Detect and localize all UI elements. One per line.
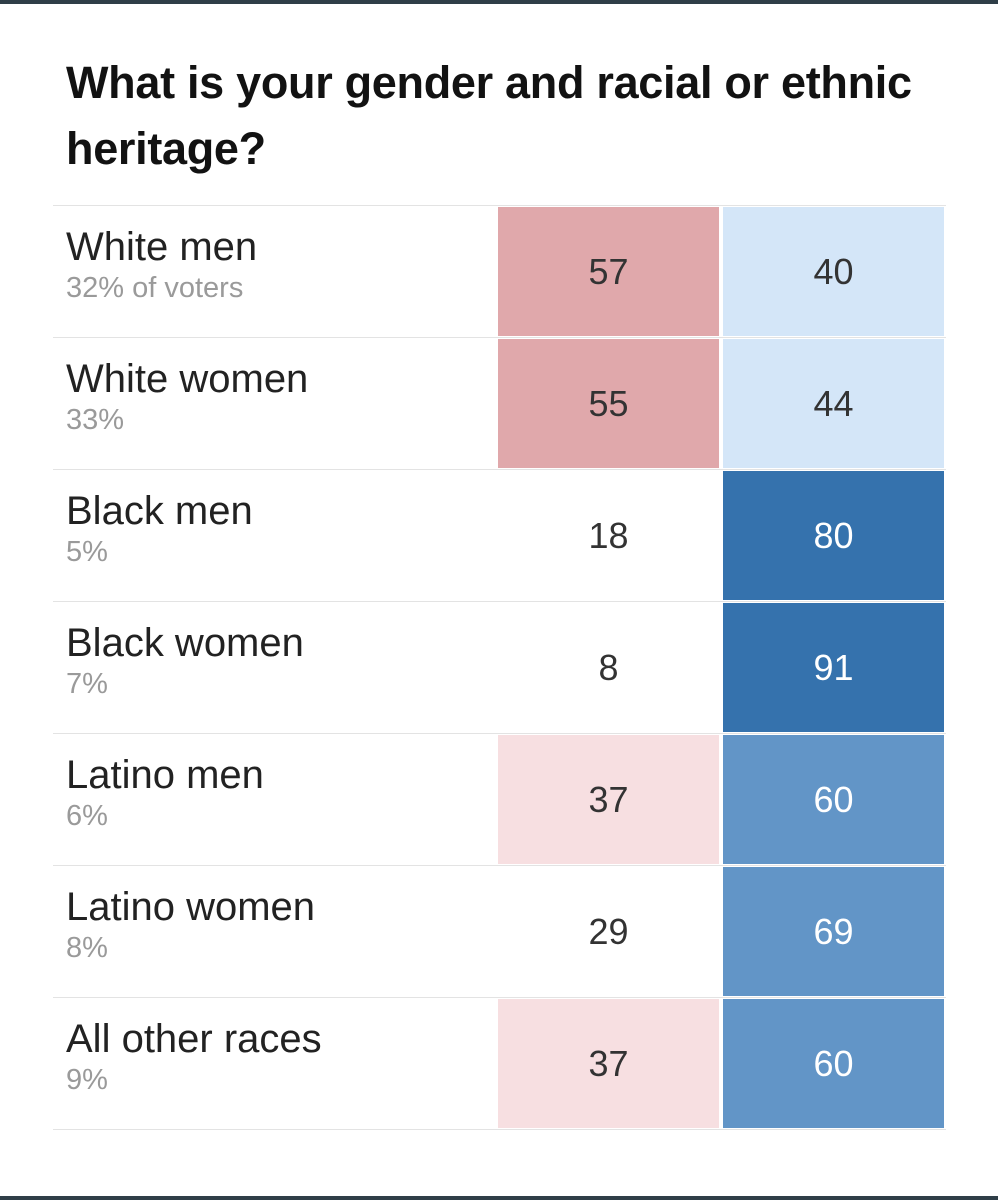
republican-cell: 37 [498,735,719,864]
row-label: White women 33% [66,356,308,438]
row-label: All other races 9% [66,1016,322,1098]
row-label: Latino men 6% [66,752,264,834]
group-name: Black men [66,489,253,533]
democratic-cell: 40 [723,207,944,336]
republican-cell: 8 [498,603,719,732]
row-label: Black women 7% [66,620,304,702]
chart-title: What is your gender and racial or ethnic… [66,57,912,174]
democratic-cell: 69 [723,867,944,996]
table-row: Latino men 6% 37 60 [53,733,946,865]
group-share: 9% [66,1064,108,1096]
row-label: White men 32% of voters [66,224,257,306]
democratic-cell: 91 [723,603,944,732]
group-name: Latino women [66,885,316,929]
table-row: White men 32% of voters 57 40 [53,205,946,337]
bottom-border [0,1196,998,1200]
table-row: Black men 5% 18 80 [53,469,946,601]
row-label: Black men 5% [66,488,253,570]
table-row: Black women 7% 8 91 [53,601,946,733]
group-name: All other races [66,1017,322,1061]
republican-cell: 29 [498,867,719,996]
group-share: 7% [66,668,108,700]
democratic-cell: 44 [723,339,944,468]
group-share: 32% of voters [66,272,244,304]
group-share: 33% [66,404,125,436]
democratic-cell: 60 [723,735,944,864]
results-table: White men 32% of voters 57 40 White wome… [53,205,946,1130]
republican-cell: 57 [498,207,719,336]
republican-cell: 55 [498,339,719,468]
group-share: 6% [66,800,108,832]
republican-cell: 18 [498,471,719,600]
table-row: All other races 9% 37 60 [53,997,946,1130]
democratic-cell: 60 [723,999,944,1128]
democratic-cell: 80 [723,471,944,600]
table-row: White women 33% 55 44 [53,337,946,469]
group-name: Latino men [66,753,264,797]
group-share: 8% [66,932,108,964]
group-share: 5% [66,536,108,568]
row-label: Latino women 8% [66,884,315,966]
group-name: Black women [66,621,304,665]
group-name: White men [66,225,258,269]
republican-cell: 37 [498,999,719,1128]
table-row: Latino women 8% 29 69 [53,865,946,997]
group-name: White women [66,357,309,401]
top-border [0,0,998,4]
